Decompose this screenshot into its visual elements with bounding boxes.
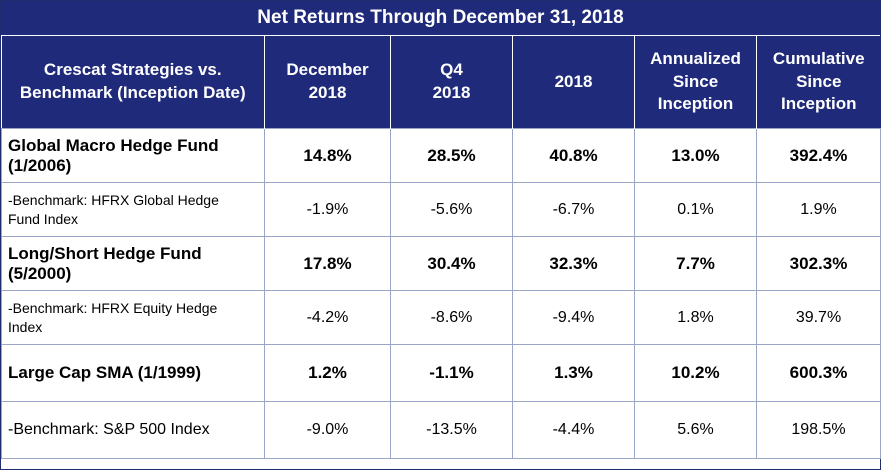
header-line: Since [796, 71, 842, 91]
cell-december: 17.8% [264, 236, 391, 291]
cell-annualized: 7.7% [634, 236, 757, 291]
label-line: -Benchmark: HFRX Global Hedge [8, 192, 219, 209]
header-line: 2018 [554, 71, 593, 91]
label-line: Fund Index [8, 210, 79, 227]
cell-december: 14.8% [264, 128, 391, 183]
row-label: Large Cap SMA (1/1999) [1, 344, 265, 402]
cell-q4: -8.6% [390, 290, 513, 345]
table-row: Large Cap SMA (1/1999) 1.2% -1.1% 1.3% 1… [1, 344, 881, 402]
cell-q4: 30.4% [390, 236, 513, 291]
header-line: Inception [657, 94, 734, 114]
cell-2018: 32.3% [512, 236, 635, 291]
table-row: -Benchmark: S&P 500 Index -9.0% -13.5% -… [1, 401, 881, 459]
cell-2018: 40.8% [512, 128, 635, 183]
header-line: Crescat Strategies vs. [43, 60, 222, 80]
cell-q4: -1.1% [390, 344, 513, 402]
label-line: (5/2000) [8, 263, 72, 283]
table-row: Global Macro Hedge Fund (1/2006) 14.8% 2… [1, 128, 881, 183]
cell-annualized: 1.8% [634, 290, 757, 345]
cell-december: -4.2% [264, 290, 391, 345]
header-line: 2018 [432, 83, 471, 102]
header-line: Inception [780, 94, 857, 114]
cell-q4: -5.6% [390, 182, 513, 237]
header-line: 2018 [308, 83, 347, 102]
table-row: -Benchmark: HFRX Equity Hedge Index -4.2… [1, 290, 881, 345]
header-line: Cumulative [772, 48, 865, 68]
cell-annualized: 13.0% [634, 128, 757, 183]
row-label: -Benchmark: HFRX Equity Hedge Index [1, 290, 265, 345]
cell-annualized: 10.2% [634, 344, 757, 402]
label-line: Index [8, 318, 43, 335]
cell-cumulative: 198.5% [756, 401, 881, 459]
cell-2018: -6.7% [512, 182, 635, 237]
cell-december: -9.0% [264, 401, 391, 459]
cell-2018: 1.3% [512, 344, 635, 402]
header-cumulative: Cumulative Since Inception [756, 36, 881, 129]
label-line: Global Macro Hedge Fund [8, 135, 219, 155]
cell-december: -1.9% [264, 182, 391, 237]
header-q4: Q4 2018 [390, 36, 513, 129]
header-2018: 2018 [512, 36, 635, 129]
table-row: -Benchmark: HFRX Global Hedge Fund Index… [1, 182, 881, 237]
cell-2018: -4.4% [512, 401, 635, 459]
cell-december: 1.2% [264, 344, 391, 402]
cell-cumulative: 1.9% [756, 182, 881, 237]
row-label: -Benchmark: S&P 500 Index [1, 401, 265, 459]
cell-annualized: 0.1% [634, 182, 757, 237]
header-annualized: Annualized Since Inception [634, 36, 757, 129]
cell-cumulative: 392.4% [756, 128, 881, 183]
label-line: Long/Short Hedge Fund [8, 243, 202, 263]
header-row: Crescat Strategies vs. Benchmark (Incept… [1, 36, 881, 129]
cell-q4: 28.5% [390, 128, 513, 183]
cell-annualized: 5.6% [634, 401, 757, 459]
row-label: Global Macro Hedge Fund (1/2006) [1, 128, 265, 183]
cell-cumulative: 600.3% [756, 344, 881, 402]
header-december: December 2018 [264, 36, 391, 129]
table-title: Net Returns Through December 31, 2018 [1, 1, 880, 36]
cell-2018: -9.4% [512, 290, 635, 345]
header-line: Annualized [650, 48, 741, 68]
header-line: Since [672, 71, 719, 91]
cell-q4: -13.5% [390, 401, 513, 459]
label-line: -Benchmark: HFRX Equity Hedge [8, 300, 218, 317]
header-line: December [286, 60, 369, 80]
cell-cumulative: 302.3% [756, 236, 881, 291]
label-line: (1/2006) [8, 155, 72, 175]
table-row: Long/Short Hedge Fund (5/2000) 17.8% 30.… [1, 236, 881, 291]
header-line: Q4 [440, 60, 463, 80]
header-strategy: Crescat Strategies vs. Benchmark (Incept… [1, 36, 265, 129]
row-label: -Benchmark: HFRX Global Hedge Fund Index [1, 182, 265, 237]
row-label: Long/Short Hedge Fund (5/2000) [1, 236, 265, 291]
cell-cumulative: 39.7% [756, 290, 881, 345]
header-line: Benchmark (Inception Date) [19, 83, 246, 102]
returns-table: Crescat Strategies vs. Benchmark (Incept… [1, 36, 881, 459]
